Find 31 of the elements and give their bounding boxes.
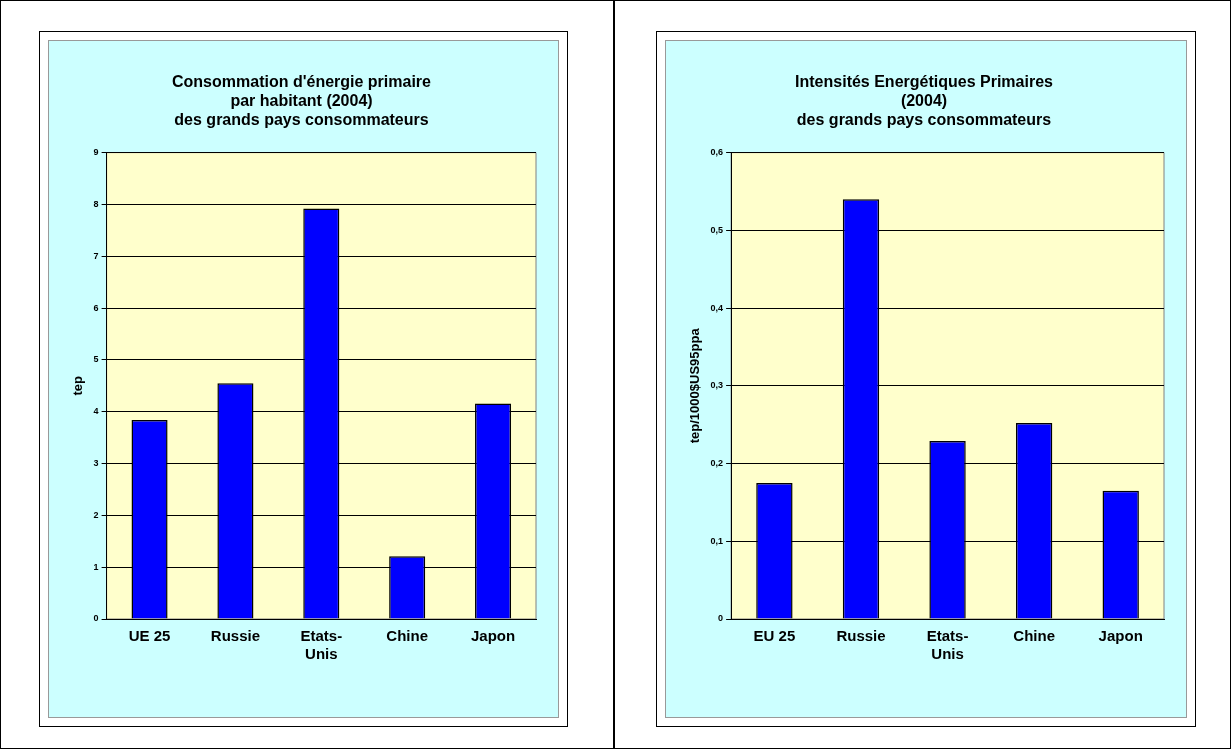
y-tick-label: 0 <box>93 613 99 624</box>
y-tick-label: 7 <box>93 250 99 261</box>
y-axis-title: tep/1000$US95ppa <box>687 327 703 444</box>
x-tick-label: Chine <box>1013 627 1055 645</box>
y-tick-label: 0,5 <box>710 224 724 235</box>
x-tick-label: Etats-Unis <box>926 627 969 663</box>
x-tick-label: Japon <box>470 627 516 645</box>
y-tick-label: 0,6 <box>710 147 724 158</box>
y-tick-label: 4 <box>93 406 99 417</box>
y-tick-label: 0 <box>718 613 724 624</box>
y-tick-label: 3 <box>93 458 99 469</box>
y-tick-label: 8 <box>93 198 99 209</box>
chart-title: Consommation d'énergie primaire par habitant (2004) des grands pays consommateurs <box>172 73 432 129</box>
x-tick-label: Russie <box>210 627 261 645</box>
y-tick-label: 1 <box>93 561 99 572</box>
y-tick-label: 0,1 <box>710 535 724 546</box>
y-tick-label: 9 <box>93 147 99 158</box>
y-tick-label: 2 <box>93 509 99 520</box>
x-tick-label: EU 25 <box>753 627 796 645</box>
y-tick-label: 0,3 <box>710 380 724 391</box>
x-tick-label: Chine <box>386 627 429 645</box>
x-tick-label: Japon <box>1098 627 1143 645</box>
x-tick-label: UE 25 <box>128 627 171 645</box>
y-tick-label: 0,2 <box>710 458 724 469</box>
y-axis-title: tep <box>70 375 86 396</box>
y-tick-label: 5 <box>93 354 99 365</box>
chart-title: Intensités Energétiques Primaires (2004) des grands pays consommateurs <box>795 73 1054 129</box>
y-tick-label: 0,4 <box>710 302 724 313</box>
y-tick-label: 6 <box>93 302 99 313</box>
x-tick-label: Etats-Unis <box>300 627 343 663</box>
x-tick-label: Russie <box>836 627 886 645</box>
